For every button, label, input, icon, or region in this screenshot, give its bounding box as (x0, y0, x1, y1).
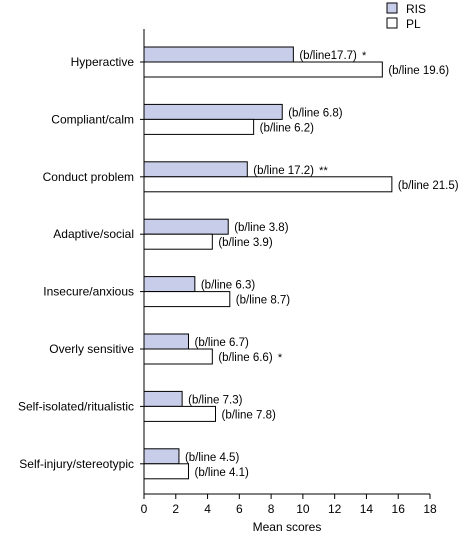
bar-pl (143, 61, 383, 78)
category-label: Hyperactive (71, 55, 135, 69)
bar-ris (143, 46, 294, 63)
bar-ris (143, 276, 196, 293)
bar-data-label: (b/line17.7) (299, 50, 357, 62)
x-tick-label: 0 (141, 502, 148, 516)
significance-marker: * (362, 50, 367, 62)
bar-data-label: (b/line 21.5) (398, 180, 459, 192)
bar-data-label: (b/line 3.8) (234, 222, 289, 234)
bar-data-label: (b/line 3.9) (218, 237, 273, 249)
bar-data-label: (b/line 19.6) (388, 65, 449, 77)
bar-ris (143, 103, 283, 120)
bar-data-label: (b/line 6.7) (194, 337, 249, 349)
x-tick-label: 18 (423, 502, 437, 516)
category-label: Insecure/anxious (43, 285, 134, 299)
category-labels: Hyperactive Compliant/calm Conduct problem… (18, 55, 134, 471)
x-tick-label: 4 (204, 502, 211, 516)
bar-ris (143, 218, 229, 235)
bar-data-label: (b/line 17.2) (253, 165, 314, 177)
bar-pl (143, 291, 231, 308)
bar-ris (143, 390, 183, 407)
bars: (b/line17.7) * (b/line 19.6) (b/line 6.8) (b… (143, 46, 459, 480)
legend-label-ris: RIS (406, 2, 426, 16)
x-axis-label: Mean scores (253, 520, 322, 534)
x-tick-label: 16 (392, 502, 406, 516)
x-tick-label: 8 (268, 502, 275, 516)
bar-ris (143, 161, 248, 178)
legend-label-pl: PL (406, 17, 421, 31)
x-tick-label: 2 (172, 502, 179, 516)
category-label: Compliant/calm (51, 112, 134, 126)
bar-data-label: (b/line 7.8) (222, 409, 277, 421)
legend-swatch-pl (386, 17, 398, 29)
significance-marker: ** (319, 165, 328, 177)
category-label: Overly sensitive (49, 342, 134, 356)
x-tick-label: 10 (296, 502, 310, 516)
significance-marker: * (278, 352, 283, 364)
bar-ris (143, 333, 189, 350)
bar-pl (143, 405, 216, 422)
bar-data-label: (b/line 6.2) (260, 122, 315, 134)
x-tick-label: 12 (328, 502, 342, 516)
bar-data-label: (b/line 6.8) (288, 107, 343, 119)
bar-data-label: (b/line 4.5) (185, 452, 240, 464)
bar-data-label: (b/line 7.3) (188, 394, 243, 406)
bar-data-label: (b/line 8.7) (236, 295, 291, 307)
x-axis: 0 2 4 6 8 10 12 14 16 18 (140, 29, 437, 516)
category-label: Adaptive/social (53, 227, 134, 241)
category-label: Self-isolated/ritualistic (18, 399, 134, 413)
x-tick-label: 6 (236, 502, 243, 516)
bar-data-label: (b/line 6.6) (218, 352, 273, 364)
bar-pl (143, 463, 189, 480)
legend-swatch-ris (386, 2, 398, 14)
bar-pl (143, 118, 255, 135)
category-label: Conduct problem (43, 170, 134, 184)
bar-data-label: (b/line 4.1) (194, 467, 249, 479)
bar-ris (143, 448, 180, 465)
bar-pl (143, 176, 393, 193)
x-tick-label: 14 (360, 502, 374, 516)
bar-pl (143, 348, 213, 365)
category-label: Self-injury/stereotypic (19, 457, 134, 471)
bar-data-label: (b/line 6.3) (201, 280, 256, 292)
bar-pl (143, 233, 213, 250)
